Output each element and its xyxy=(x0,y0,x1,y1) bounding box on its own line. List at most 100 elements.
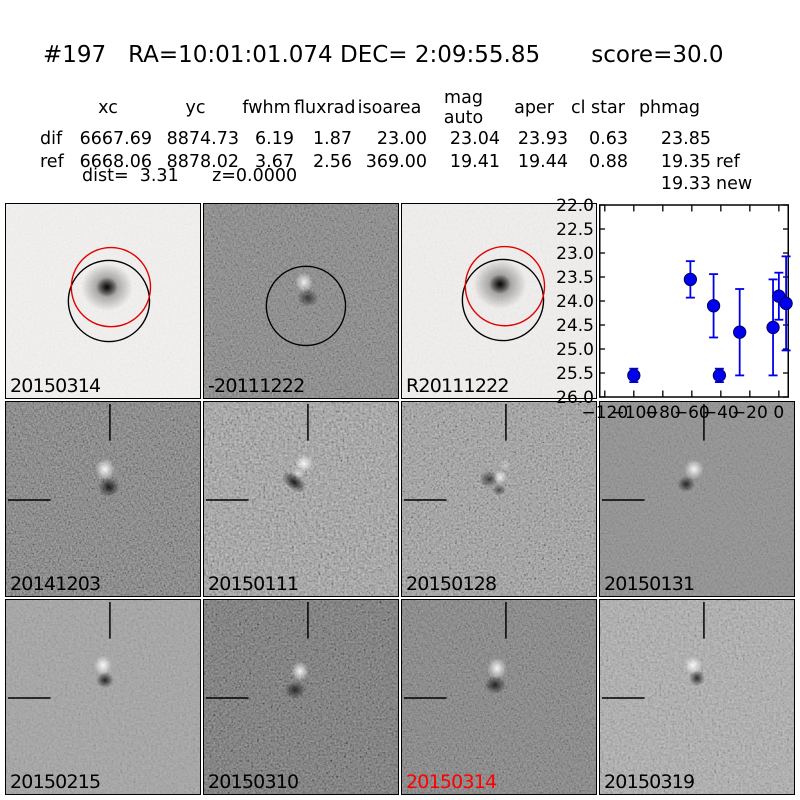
row-label: ref xyxy=(40,151,64,172)
new-empty xyxy=(352,173,427,196)
new-phmag: 19.33 xyxy=(660,174,711,195)
ref-xc: 6668.06 xyxy=(79,151,152,172)
cutout-20150310: 20150310 xyxy=(203,599,399,795)
cutout-subtraction--20111222: -20111222 xyxy=(203,203,399,399)
cutout-date-label: 20150128 xyxy=(406,573,497,595)
cutout-image xyxy=(402,600,596,794)
cutout-image xyxy=(204,204,398,398)
row-label xyxy=(28,173,64,196)
svg-text:22.0: 22.0 xyxy=(556,196,594,216)
cutout-image xyxy=(6,600,200,794)
col-suffix xyxy=(711,88,761,128)
ref-aper: 19.44 xyxy=(517,151,568,172)
cutout-20141203: 20141203 xyxy=(5,401,201,597)
svg-text:24.0: 24.0 xyxy=(556,292,594,312)
cutout-20150215: 20150215 xyxy=(5,599,201,795)
cutout-date-label: 20141203 xyxy=(10,573,101,595)
col-yc: yc xyxy=(185,98,206,118)
dif-mag-auto: 23.04 xyxy=(449,129,500,150)
page-title: #197 RA=10:01:01.074 DEC= 2:09:55.85 sco… xyxy=(43,42,724,68)
cutout-new-20150314: 20150314 xyxy=(5,203,201,399)
ref-suffix: ref xyxy=(716,151,740,172)
svg-text:25.5: 25.5 xyxy=(556,364,594,384)
measurements-table: xc yc fwhm fluxrad isoarea mag auto aper… xyxy=(28,88,761,196)
col-mag-auto: mag auto xyxy=(443,88,484,128)
svg-text:24.5: 24.5 xyxy=(556,316,594,336)
ref-yc: 8878.02 xyxy=(166,151,239,172)
cutout-date-label: -20111222 xyxy=(208,375,305,397)
cutout-date-label: 20150314 xyxy=(10,375,101,397)
new-suffix: new xyxy=(716,174,753,195)
cutout-date-label: 20150111 xyxy=(208,573,299,595)
cutout-image xyxy=(402,402,596,596)
svg-text:0: 0 xyxy=(773,403,784,423)
col-cl-star: cl star xyxy=(571,98,625,118)
dif-suffix xyxy=(711,128,761,151)
col-aper: aper xyxy=(514,98,554,118)
lightcurve-plot: −120 −100 −80 −60 −40 −20 0 22.0 22.5 23.0 23.5 24.… xyxy=(556,196,795,423)
cutout-date-label: 20150314 xyxy=(406,771,497,793)
cutout-date-label: 20150310 xyxy=(208,771,299,793)
cutout-grid: 20150314 -20111222 R20111222 −120 −100 −80… xyxy=(5,196,795,795)
cutout-20150111: 20150111 xyxy=(203,401,399,597)
col-isoarea: isoarea xyxy=(357,98,422,118)
row-label: dif xyxy=(40,129,63,150)
new-empty xyxy=(568,173,628,196)
col-xc: xc xyxy=(98,98,118,118)
col-fwhm: fwhm xyxy=(242,98,291,118)
svg-text:−20: −20 xyxy=(732,403,768,423)
measurements-header-row: xc yc fwhm fluxrad isoarea mag auto aper… xyxy=(28,88,761,128)
table-row-ref: ref 6668.06 8878.02 3.67 2.56 369.00 19.… xyxy=(28,151,761,174)
cutout-image xyxy=(204,402,398,596)
dif-cl-star: 0.63 xyxy=(589,129,628,150)
table-row-dif: dif 6667.69 8874.73 6.19 1.87 23.00 23.0… xyxy=(28,128,761,151)
svg-text:−120: −120 xyxy=(581,403,628,423)
new-empty xyxy=(427,173,500,196)
svg-text:22.5: 22.5 xyxy=(556,220,594,240)
svg-text:−40: −40 xyxy=(703,403,739,423)
svg-text:−80: −80 xyxy=(645,403,681,423)
table-row-new: 19.33 new xyxy=(28,173,761,196)
ref-mag-auto: 19.41 xyxy=(449,151,500,172)
cutout-image xyxy=(6,204,200,398)
cutout-image xyxy=(6,402,200,596)
cutout-date-label: 20150215 xyxy=(10,771,101,793)
ref-cl-star: 0.88 xyxy=(589,151,628,172)
cutout-20150131: 20150131 xyxy=(599,401,795,597)
new-empty xyxy=(294,173,352,196)
cutout-reference-R20111222: R20111222 xyxy=(401,203,597,399)
dif-fluxrad: 1.87 xyxy=(313,129,352,150)
cutout-image xyxy=(600,402,794,596)
lightcurve-canvas: −120−100−80−60−40−20 0 22.0 22.5 23.0 23.5 24.… xyxy=(556,196,793,423)
cutout-20150314-detection: 20150314 xyxy=(401,599,597,795)
cutout-20150128: 20150128 xyxy=(401,401,597,597)
dif-xc: 6667.69 xyxy=(79,129,152,150)
dif-isoarea: 23.00 xyxy=(376,129,427,150)
cutout-image xyxy=(402,204,596,398)
new-empty xyxy=(500,173,568,196)
ref-phmag: 19.35 xyxy=(660,151,711,172)
col-phmag: phmag xyxy=(638,98,701,118)
dif-aper: 23.93 xyxy=(517,129,568,150)
cutout-date-label: 20150319 xyxy=(604,771,695,793)
dif-yc: 8874.73 xyxy=(166,129,239,150)
col-fluxrad: fluxrad xyxy=(294,98,356,118)
cutout-date-label: 20150131 xyxy=(604,573,695,595)
svg-text:−100: −100 xyxy=(610,403,657,423)
ref-isoarea: 369.00 xyxy=(365,151,427,172)
cutout-20150319: 20150319 xyxy=(599,599,795,795)
ref-fluxrad: 2.56 xyxy=(313,151,352,172)
dif-fwhm: 6.19 xyxy=(255,129,294,150)
cutout-date-label: R20111222 xyxy=(406,375,510,397)
svg-text:26.0: 26.0 xyxy=(556,388,594,408)
col-rowlabel xyxy=(28,88,64,128)
cutout-image xyxy=(600,600,794,794)
dif-phmag: 23.85 xyxy=(660,129,711,150)
svg-text:23.5: 23.5 xyxy=(556,268,594,288)
cutout-image xyxy=(204,600,398,794)
svg-text:23.0: 23.0 xyxy=(556,244,594,264)
svg-text:25.0: 25.0 xyxy=(556,340,594,360)
dist-redshift-line: dist= 3.31 z=0.0000 xyxy=(82,166,298,186)
ref-fwhm: 3.67 xyxy=(255,151,294,172)
